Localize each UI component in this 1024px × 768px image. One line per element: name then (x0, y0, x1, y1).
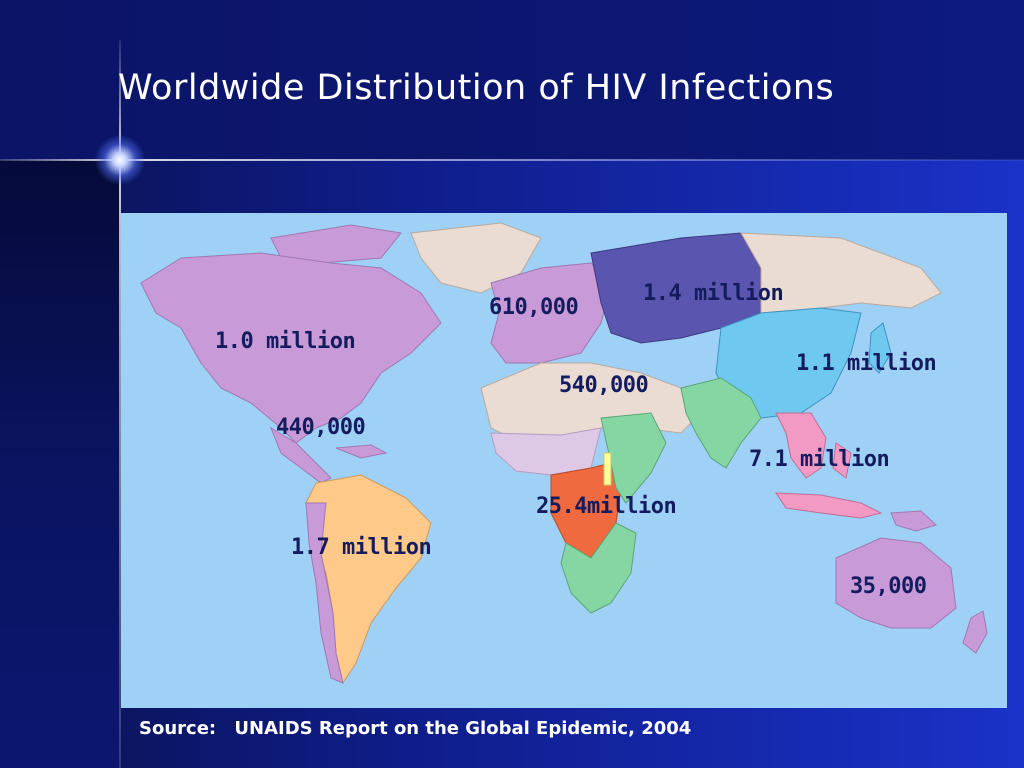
vertical-accent-line (119, 40, 121, 768)
japan-shape (868, 322, 892, 374)
sub-saharan-africa-value: 25.4million (536, 494, 677, 519)
australia-shape (835, 537, 957, 629)
siberia-shape (740, 232, 942, 314)
light-flare-icon (95, 135, 145, 185)
eastern-europe-central-asia-value: 1.4 million (643, 281, 784, 306)
caribbean-value: 440,000 (276, 415, 366, 440)
caribbean-shape (335, 444, 388, 459)
east-asia-value: 1.1 million (796, 351, 937, 376)
oceania-value: 35,000 (850, 574, 927, 599)
southern-africa-shape (560, 522, 637, 614)
latin-america-value: 1.7 million (291, 535, 432, 560)
new-zealand-shape (962, 610, 988, 654)
source-label: Source: (139, 718, 217, 739)
west-africa-shape (490, 427, 602, 476)
andes-shape (305, 502, 344, 684)
slide-header-background (0, 0, 1024, 160)
source-citation: Source: UNAIDS Report on the Global Epid… (139, 718, 703, 739)
north-america-value: 1.0 million (215, 329, 356, 354)
indonesia-shape (775, 492, 883, 519)
east-africa-shape (600, 412, 667, 504)
western-europe-shape (490, 262, 612, 364)
central-america-shape (269, 426, 332, 484)
papua-shape (890, 510, 937, 532)
philippines-shape (832, 442, 852, 479)
slide-title: Worldwide Distribution of HIV Infections (118, 68, 835, 108)
horizontal-accent-line (0, 159, 1024, 161)
south-asia-shape (680, 377, 762, 469)
western-europe-value: 610,000 (489, 295, 579, 320)
south-southeast-asia-value: 7.1 million (749, 447, 890, 472)
southeast-asia-shape (775, 412, 827, 479)
world-map: 1.0 million 440,000 1.7 million 610,000 … (121, 213, 1007, 708)
world-map-graphic (140, 222, 988, 685)
north-africa-middle-east-value: 540,000 (559, 373, 649, 398)
north-america-shape (140, 252, 442, 444)
lake-region-shape (603, 452, 612, 486)
left-band (0, 160, 120, 768)
source-text: UNAIDS Report on the Global Epidemic, 20… (234, 718, 692, 739)
